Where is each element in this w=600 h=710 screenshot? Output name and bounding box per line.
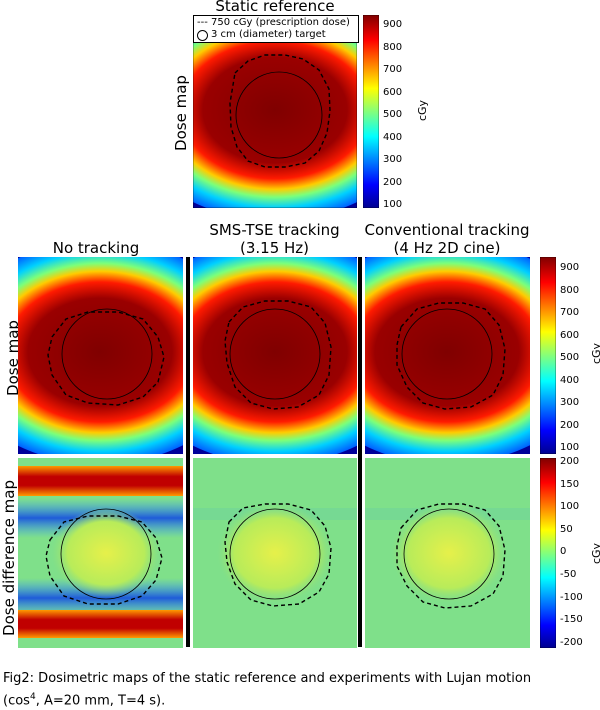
difference-colorbar-unit: cGy — [590, 542, 600, 565]
colorbar-tick-label: 0 — [560, 546, 567, 558]
column-title-sms-tse-line2: (3.15 Hz) — [239, 239, 310, 257]
column-title-no-tracking: No tracking — [52, 239, 140, 257]
column-title-sms-tse: SMS-TSE tracking (3.15 Hz) — [192, 221, 357, 257]
colorbar-tick-label: -200 — [560, 636, 583, 648]
colorbar-tick-label: 300 — [383, 154, 403, 165]
difference-map-sms-tse — [193, 458, 357, 648]
difference-map-conventional — [365, 458, 530, 648]
caption-line-2-post: , A=20 mm, T=4 s). — [35, 693, 166, 709]
column-title-sms-tse-line1: SMS-TSE tracking — [209, 221, 340, 239]
top-row-label: Dose map — [172, 75, 190, 151]
colorbar-tick-label: 700 — [383, 64, 403, 75]
column-title-conventional-line1: Conventional tracking — [364, 221, 530, 239]
legend-dashed-entry: --- 750 cGy (prescription dose) — [197, 17, 350, 28]
legend-box: --- 750 cGy (prescription dose) 3 cm (di… — [193, 15, 359, 43]
difference-map-no-tracking — [18, 458, 183, 648]
dose-map-sms-tse — [193, 257, 357, 454]
colorbar-tick-label: -150 — [560, 614, 583, 626]
row-label-difference: Dose difference map — [0, 480, 18, 636]
caption-superscript: 4 — [29, 692, 36, 702]
colorbar-tick-label: 300 — [560, 397, 580, 408]
colorbar-tick-label: 700 — [560, 307, 580, 318]
colorbar-tick-label: 200 — [383, 176, 403, 188]
static-reference-title: Static reference — [215, 0, 335, 15]
dose-map-no-tracking — [18, 257, 183, 454]
circle-icon — [197, 29, 208, 41]
caption-line-2: (cos4, A=20 mm, T=4 s). — [3, 688, 598, 710]
top-colorbar — [363, 15, 379, 208]
caption-line-1: Fig2: Dosimetric maps of the static refe… — [3, 671, 532, 686]
colorbar-tick-label: 800 — [560, 284, 580, 296]
colorbar-tick-label: 800 — [383, 41, 403, 53]
colorbar-tick-label: 900 — [383, 19, 403, 30]
colorbar-tick-label: 600 — [383, 86, 403, 98]
colorbar-tick-label: 100 — [560, 442, 580, 453]
colorbar-tick-label: 100 — [560, 501, 580, 513]
difference-colorbar — [540, 458, 556, 648]
column-title-conventional: Conventional tracking (4 Hz 2D cine) — [362, 221, 532, 257]
colorbar-tick-label: 100 — [383, 199, 403, 210]
dose-colorbar — [540, 257, 556, 454]
colorbar-tick-label: -50 — [560, 569, 577, 580]
legend-circle-entry: 3 cm (diameter) target — [197, 29, 355, 41]
colorbar-tick-label: 400 — [560, 374, 580, 386]
colorbar-tick-label: 900 — [560, 262, 580, 273]
dose-colorbar-unit: cGy — [590, 342, 600, 365]
colorbar-tick-label: 500 — [383, 109, 403, 120]
colorbar-tick-label: 200 — [560, 456, 580, 467]
colorbar-tick-label: 500 — [560, 352, 580, 363]
column-title-conventional-line2: (4 Hz 2D cine) — [393, 239, 501, 257]
colorbar-tick-label: 600 — [560, 329, 580, 341]
colorbar-tick-label: -100 — [560, 591, 583, 603]
top-colorbar-unit: cGy — [416, 99, 430, 122]
column-divider — [358, 257, 362, 647]
colorbar-tick-label: 400 — [383, 131, 403, 143]
colorbar-tick-label: 200 — [560, 419, 580, 431]
colorbar-tick-label: 50 — [560, 523, 573, 535]
column-divider — [186, 257, 190, 647]
static-reference-dose-map — [193, 15, 357, 208]
caption-line-2-pre: (cos — [3, 693, 30, 709]
legend-circle-label: 3 cm (diameter) target — [211, 29, 326, 40]
colorbar-tick-label: 150 — [560, 478, 580, 490]
dose-map-conventional — [365, 257, 530, 454]
